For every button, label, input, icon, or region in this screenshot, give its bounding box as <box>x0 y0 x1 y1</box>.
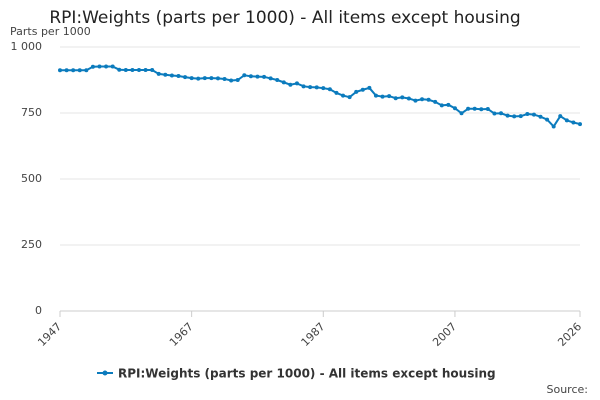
point <box>354 89 359 94</box>
point <box>64 68 69 73</box>
point <box>308 85 313 90</box>
point <box>439 103 444 108</box>
legend-marker <box>102 370 108 376</box>
point <box>466 106 471 111</box>
point <box>215 76 220 81</box>
point <box>479 107 484 112</box>
point <box>505 113 510 118</box>
point <box>255 74 260 79</box>
point <box>545 117 550 122</box>
y-tick-label: 1 000 <box>11 40 43 53</box>
point <box>373 93 378 98</box>
source: Source: <box>547 383 589 396</box>
point <box>189 76 194 81</box>
point <box>268 76 273 81</box>
point <box>104 64 109 69</box>
point <box>222 76 227 81</box>
y-tick-label: 250 <box>21 238 42 251</box>
y-axis-label: Parts per 1000 <box>10 25 91 38</box>
point <box>367 85 372 90</box>
point <box>400 95 405 100</box>
point <box>84 68 89 73</box>
point <box>578 122 582 127</box>
x-tick-label: 1947 <box>35 320 64 349</box>
point <box>413 98 418 103</box>
point <box>334 90 339 95</box>
point <box>209 76 214 81</box>
x-tick-label: 1967 <box>167 320 196 349</box>
point <box>281 80 286 85</box>
point <box>327 87 332 92</box>
point <box>58 68 62 73</box>
x-tick-label: 1987 <box>299 320 328 349</box>
point <box>301 84 306 89</box>
point <box>248 74 253 79</box>
point <box>288 82 293 87</box>
point <box>518 114 523 119</box>
y-tick-label: 500 <box>21 172 42 185</box>
point <box>90 64 95 69</box>
point <box>393 96 398 101</box>
point <box>380 94 385 99</box>
point <box>538 114 543 119</box>
point <box>136 67 141 72</box>
point <box>347 95 352 100</box>
point <box>551 124 556 129</box>
line <box>60 65 581 129</box>
point <box>242 73 247 78</box>
point <box>433 99 438 104</box>
legend-label: RPI:Weights (parts per 1000) - All items… <box>118 367 496 381</box>
point <box>314 85 319 90</box>
point <box>202 76 207 81</box>
point <box>499 111 504 116</box>
y-tick-label: 0 <box>35 304 42 317</box>
point <box>143 67 148 72</box>
point <box>229 78 234 83</box>
x-tick-label: 2007 <box>430 320 459 349</box>
point <box>117 67 122 72</box>
point <box>426 97 431 102</box>
point <box>176 74 181 79</box>
point <box>459 111 464 116</box>
point <box>321 86 326 91</box>
point <box>525 112 530 117</box>
point <box>275 78 280 82</box>
point <box>262 74 267 79</box>
point <box>130 67 135 72</box>
point <box>77 68 82 73</box>
point <box>387 94 392 99</box>
point <box>472 106 477 111</box>
point <box>558 114 563 119</box>
point <box>123 67 128 72</box>
y-tick-label: 750 <box>21 106 42 119</box>
point <box>169 73 174 78</box>
point <box>512 114 517 119</box>
point <box>71 68 76 73</box>
point <box>420 97 425 102</box>
point <box>406 96 411 101</box>
point <box>196 76 201 81</box>
point <box>485 107 490 112</box>
point <box>97 64 102 69</box>
point <box>183 75 188 80</box>
point <box>341 93 346 98</box>
point <box>360 87 365 92</box>
point <box>571 120 576 125</box>
point <box>156 71 161 76</box>
chart-title: RPI:Weights (parts per 1000) - All items… <box>49 8 520 28</box>
point <box>110 64 115 69</box>
point <box>235 78 240 82</box>
point <box>452 106 457 111</box>
point <box>294 81 299 86</box>
point <box>163 72 168 77</box>
point <box>564 118 569 123</box>
point <box>492 111 497 116</box>
point <box>531 112 536 117</box>
x-tick-label: 2026 <box>555 320 584 349</box>
point <box>446 102 451 107</box>
point <box>150 67 155 72</box>
